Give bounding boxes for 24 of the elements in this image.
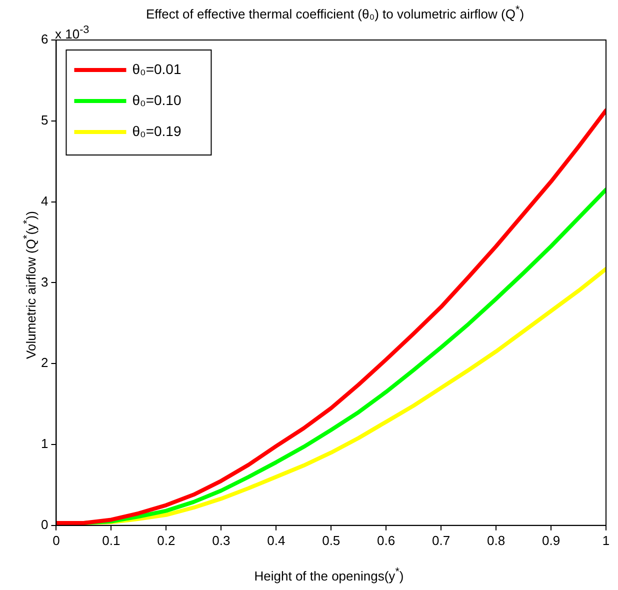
x-tick-label: 1 bbox=[602, 532, 610, 548]
x-tick-label: 0.9 bbox=[542, 532, 560, 548]
legend-label: θ₀=0.10 bbox=[132, 92, 182, 108]
y-tick-label: 6 bbox=[40, 32, 48, 47]
x-tick-label: 0.1 bbox=[102, 532, 120, 548]
chart-title: Effect of effective thermal coefficient (θ₀) to volumetric airflow (Q$^{*}$) bbox=[144, 4, 526, 22]
x-tick-label: 0.3 bbox=[212, 532, 230, 548]
y-tick-label: 1 bbox=[40, 436, 48, 452]
x-tick-label: 0.8 bbox=[487, 532, 506, 548]
x-tick-label: 0.7 bbox=[432, 532, 450, 548]
y-tick-label: 2 bbox=[40, 355, 48, 370]
x-axis-title: Height of the openings(y$^{*}$) bbox=[253, 566, 405, 584]
y-tick-label: 0 bbox=[40, 516, 48, 532]
x-tick-label: 0.4 bbox=[267, 532, 286, 548]
legend-label: θ₀=0.19 bbox=[132, 122, 182, 139]
x-tick-label: 0.5 bbox=[322, 532, 340, 548]
x-tick-label: 0 bbox=[52, 532, 60, 548]
x-tick-label: 0.2 bbox=[157, 532, 176, 548]
y-tick-label: 4 bbox=[40, 193, 48, 208]
x-tick-label: 0.6 bbox=[377, 532, 396, 548]
y-tick-label: 5 bbox=[40, 112, 48, 128]
legend-label: θ₀=0.01 bbox=[132, 60, 182, 77]
annotation: x 10$^{-3}$ bbox=[55, 24, 90, 42]
y-tick-label: 3 bbox=[40, 274, 48, 290]
